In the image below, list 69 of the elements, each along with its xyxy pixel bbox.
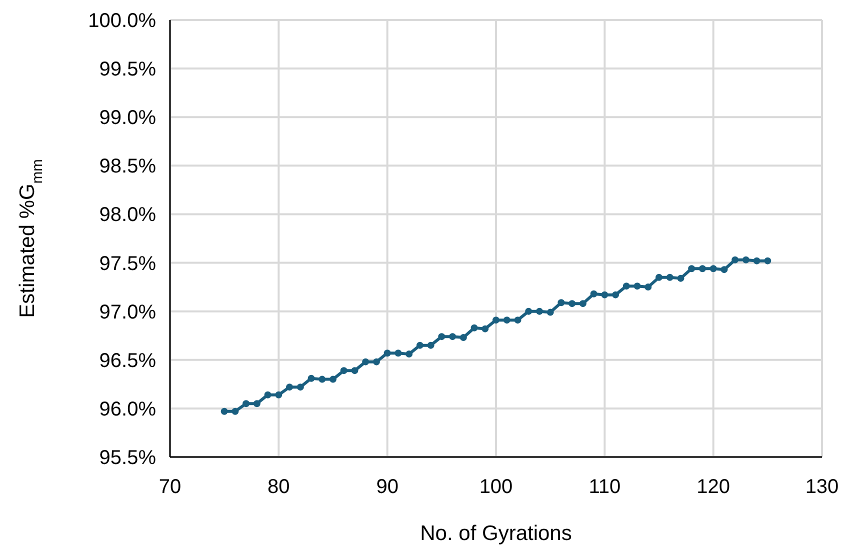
point bbox=[720, 266, 728, 274]
point bbox=[406, 350, 413, 358]
point bbox=[362, 358, 370, 366]
x-tick-label: 130 bbox=[805, 476, 839, 498]
x-tick-label: 70 bbox=[158, 476, 182, 498]
x-tick-label: 90 bbox=[376, 476, 398, 498]
point bbox=[590, 290, 598, 298]
y-tick-label: 96.5% bbox=[99, 350, 156, 372]
point bbox=[438, 333, 446, 340]
point bbox=[656, 274, 662, 281]
point bbox=[286, 384, 294, 391]
point bbox=[568, 300, 576, 308]
point bbox=[242, 400, 250, 408]
point bbox=[525, 308, 532, 315]
point bbox=[308, 374, 315, 382]
point bbox=[710, 265, 717, 272]
point bbox=[503, 316, 510, 324]
point bbox=[764, 257, 772, 264]
point bbox=[232, 408, 239, 415]
point bbox=[634, 282, 641, 290]
point bbox=[220, 408, 228, 415]
point bbox=[384, 350, 391, 357]
point bbox=[732, 256, 739, 264]
y-tick-label: 99.5% bbox=[99, 58, 156, 81]
point bbox=[253, 400, 260, 408]
point bbox=[546, 308, 554, 316]
point bbox=[677, 274, 684, 282]
y-tick-label: 95.5% bbox=[99, 447, 156, 469]
point bbox=[351, 367, 358, 374]
point bbox=[330, 376, 336, 383]
point bbox=[296, 384, 304, 391]
point bbox=[698, 265, 706, 272]
point bbox=[644, 284, 652, 291]
point bbox=[753, 257, 760, 264]
point bbox=[470, 324, 478, 332]
point bbox=[558, 299, 565, 306]
y-tick-label: 97.0% bbox=[99, 301, 156, 324]
point bbox=[416, 342, 424, 349]
point bbox=[622, 282, 630, 290]
x-tick-label: 120 bbox=[696, 476, 730, 498]
point bbox=[579, 300, 586, 308]
x-tick-label: 80 bbox=[268, 476, 290, 498]
y-tick-label: 96.0% bbox=[99, 398, 156, 420]
point bbox=[601, 291, 608, 298]
point bbox=[536, 308, 543, 315]
point bbox=[666, 274, 674, 281]
point bbox=[514, 316, 522, 324]
y-tick-label: 98.0% bbox=[99, 204, 156, 226]
point bbox=[372, 358, 380, 366]
point bbox=[492, 316, 500, 324]
x-tick-label: 100 bbox=[479, 476, 513, 498]
point bbox=[688, 265, 696, 272]
x-axis-title: No. of Gyrations bbox=[420, 522, 572, 545]
point bbox=[275, 391, 282, 398]
point bbox=[264, 391, 272, 398]
point bbox=[340, 367, 348, 374]
point bbox=[427, 342, 434, 349]
point bbox=[449, 333, 456, 340]
x-tick-label: 110 bbox=[588, 476, 621, 498]
y-tick-label: 100.0% bbox=[88, 10, 156, 32]
point bbox=[394, 350, 402, 357]
point bbox=[612, 291, 620, 298]
y-tick-label: 99.0% bbox=[99, 107, 156, 130]
point bbox=[460, 334, 467, 342]
point bbox=[482, 325, 489, 332]
y-tick-label: 98.5% bbox=[99, 156, 156, 178]
y-tick-label: 97.5% bbox=[99, 252, 156, 275]
point bbox=[742, 256, 750, 264]
point bbox=[318, 376, 326, 383]
